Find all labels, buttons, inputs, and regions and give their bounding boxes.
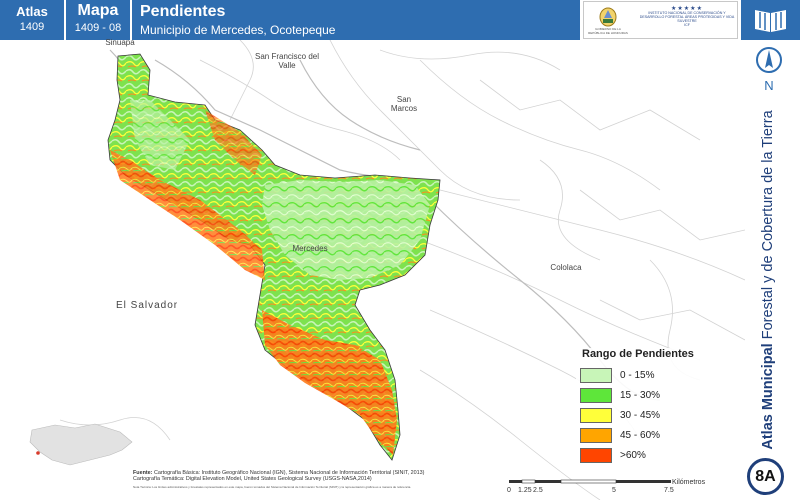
scale-tick: 0 bbox=[507, 487, 511, 494]
place-label-mercedes: Mercedes bbox=[292, 244, 328, 253]
slope-legend: Rango de Pendientes 0 - 15% 15 - 30% 30 … bbox=[576, 348, 726, 466]
north-label: N bbox=[764, 78, 774, 93]
place-label-cololaca: Cololaca bbox=[550, 263, 582, 272]
scale-bar-graphic bbox=[509, 479, 671, 484]
legend-title: Rango de Pendientes bbox=[582, 348, 694, 360]
technical-note: Nota Técnica: Los límites administrativo… bbox=[133, 485, 412, 489]
flat-slope-zone-north bbox=[130, 100, 190, 170]
place-label-san-francisco: San Francisco del Valle bbox=[254, 52, 320, 70]
place-label-san-marcos: San Marcos bbox=[390, 95, 418, 113]
north-arrow: N bbox=[756, 46, 782, 98]
side-title-bold: Atlas Municipal bbox=[760, 343, 776, 450]
legend-swatch bbox=[580, 428, 612, 443]
legend-label: 15 - 30% bbox=[620, 390, 661, 401]
atlas-box: Atlas 1409 bbox=[0, 0, 64, 40]
legend-item: >60% bbox=[580, 446, 726, 466]
source-line-2: Cartografía Temática: Digital Elevation … bbox=[133, 476, 372, 483]
icf-logo: ★★★★★ INSTITUTO NACIONAL DE CONSERVACIÓN… bbox=[639, 6, 735, 27]
honduras-crest-icon bbox=[599, 7, 617, 27]
legend-label: >60% bbox=[620, 450, 646, 461]
steep-slope-zone-north bbox=[205, 110, 262, 175]
legend-swatch bbox=[580, 448, 612, 463]
legend-label: 30 - 45% bbox=[620, 410, 661, 421]
map-canvas bbox=[29, 39, 746, 500]
legend-swatch bbox=[580, 368, 612, 383]
legend-swatch bbox=[580, 388, 612, 403]
source-label: Fuente: bbox=[133, 470, 153, 476]
scale-tick: 2.5 bbox=[533, 487, 543, 494]
stars-icon: ★★★★★ bbox=[671, 6, 703, 12]
municipality-slope-raster bbox=[107, 53, 441, 461]
scale-bar: 0 1.25 2.5 5 7.5 Kilómetros bbox=[504, 478, 705, 500]
source-line-1: Cartografía Básica: Instituto Geográfico… bbox=[153, 470, 425, 476]
legend-label: 0 - 15% bbox=[620, 370, 655, 381]
steep-slope-zone-south bbox=[262, 310, 397, 455]
scale-tick: 7.5 bbox=[664, 487, 674, 494]
open-book-icon bbox=[755, 10, 786, 32]
side-title: Atlas Municipal Forestal y de Cobertura … bbox=[752, 110, 784, 450]
map-number-badge: 8A bbox=[747, 458, 784, 495]
mapa-box: Mapa 1409 - 08 bbox=[66, 0, 130, 40]
icf-abbr: ICF bbox=[684, 23, 690, 27]
source-credits: Fuente: Cartografía Básica: Instituto Ge… bbox=[133, 470, 433, 482]
header-bar: Atlas 1409 Mapa 1409 - 08 Pendientes Mun… bbox=[0, 0, 800, 40]
legend-item: 30 - 45% bbox=[580, 406, 726, 426]
atlas-book-box bbox=[741, 0, 800, 40]
page-title: Pendientes bbox=[140, 3, 226, 20]
title-box: Pendientes Municipio de Mercedes, Ocotep… bbox=[132, 0, 580, 40]
atlas-label: Atlas bbox=[16, 4, 48, 19]
legend-item: 15 - 30% bbox=[580, 386, 726, 406]
legend-label: 45 - 60% bbox=[620, 430, 661, 441]
scale-unit: Kilómetros bbox=[672, 479, 706, 486]
atlas-number: 1409 bbox=[19, 21, 45, 33]
steep-slope-zone-west bbox=[110, 150, 265, 280]
legend-swatch bbox=[580, 408, 612, 423]
mapa-number: 1409 - 08 bbox=[74, 22, 122, 34]
side-title-rest: Forestal y de Cobertura de la Tierra bbox=[760, 110, 776, 344]
page-subtitle: Municipio de Mercedes, Ocotepeque bbox=[140, 23, 336, 37]
mapa-label: Mapa bbox=[77, 2, 119, 19]
place-label-sinuapa: Sinuapa bbox=[105, 38, 135, 47]
location-marker-icon bbox=[36, 451, 40, 455]
locator-inset-map bbox=[29, 423, 133, 466]
institution-logos: GOBIERNO DE LA REPÚBLICA DE HONDURAS ★★★… bbox=[583, 1, 738, 39]
legend-item: 45 - 60% bbox=[580, 426, 726, 446]
scale-tick: 5 bbox=[612, 487, 616, 494]
scale-tick: 1.25 bbox=[518, 487, 532, 494]
north-arrow-icon bbox=[756, 47, 782, 73]
country-label-el-salvador: El Salvador bbox=[116, 300, 179, 311]
slope-map[interactable]: Sinuapa San Francisco del Valle San Marc… bbox=[0, 38, 746, 500]
government-logo-text: GOBIERNO DE LA REPÚBLICA DE HONDURAS bbox=[588, 27, 628, 35]
legend-item: 0 - 15% bbox=[580, 366, 726, 386]
icf-logo-text: INSTITUTO NACIONAL DE CONSERVACIÓN Y DES… bbox=[639, 11, 735, 23]
flat-slope-zone bbox=[262, 180, 430, 280]
